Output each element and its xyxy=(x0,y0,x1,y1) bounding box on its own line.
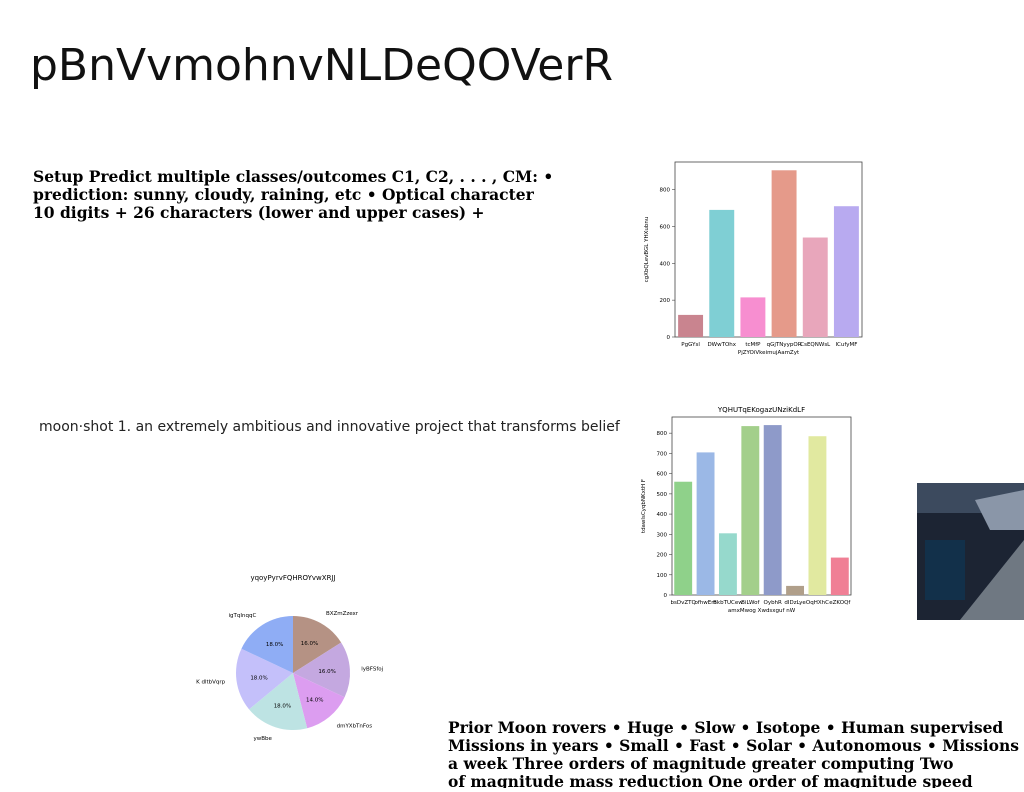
bar xyxy=(763,425,782,595)
y-tick-label: 500 xyxy=(657,492,668,498)
y-tick-label: 800 xyxy=(657,431,668,437)
slice-value: 18.0% xyxy=(250,675,267,681)
slice-value: 18.0% xyxy=(274,704,291,710)
y-tick-label: 200 xyxy=(660,298,671,304)
y-tick-label: 400 xyxy=(660,261,671,267)
rovers-line: a week Three orders of magnitude greater… xyxy=(448,754,953,773)
bar xyxy=(802,237,828,337)
x-tick-label: ofhwEm xyxy=(695,600,717,606)
slice-label: igTqInqqC xyxy=(229,613,257,619)
slice-value: 16.0% xyxy=(318,669,335,675)
x-axis-label: PjZYOiVkeimujAamZyt xyxy=(738,350,800,356)
rovers-line: Missions in years • Small • Fast • Solar… xyxy=(448,736,1019,755)
bar xyxy=(808,436,827,595)
slice-value: 14.0% xyxy=(306,697,323,703)
slice-value: 18.0% xyxy=(266,642,283,648)
x-tick-label: tcMfP xyxy=(745,342,761,348)
photo xyxy=(917,483,1024,620)
x-tick-label: CsEQNWsL xyxy=(800,342,831,348)
pie-slice xyxy=(293,673,345,729)
bar xyxy=(709,209,735,337)
x-tick-label: DWwTOhx xyxy=(707,342,736,348)
y-axis-label: cgXbQLevBGL YHXubnu xyxy=(644,217,650,283)
bar xyxy=(786,585,805,595)
plot-frame xyxy=(674,161,863,338)
y-tick-label: 400 xyxy=(657,512,668,518)
pie-slice xyxy=(293,642,350,698)
bar xyxy=(696,452,715,595)
y-tick-label: 800 xyxy=(660,188,671,194)
x-tick-label: qGjTNyypOR xyxy=(767,342,802,348)
bar xyxy=(740,297,766,337)
y-tick-label: 0 xyxy=(667,335,671,341)
y-tick-label: 0 xyxy=(664,593,668,599)
x-tick-label: OqHXhC xyxy=(806,600,829,606)
x-tick-label: OybhR xyxy=(763,600,782,606)
bar xyxy=(674,481,693,595)
pie-slice xyxy=(249,673,308,731)
moonshot-text: moon·shot 1. an extremely ambitious and … xyxy=(39,419,621,435)
y-axis-label: tdawlsCyqbNKxtH F xyxy=(641,479,647,533)
bar xyxy=(678,314,704,337)
slice-value: 16.0% xyxy=(301,641,318,647)
bar xyxy=(718,533,737,595)
slice-label: K dltbVqrp xyxy=(196,680,226,686)
slice-label: dmYXbTnFos xyxy=(337,724,373,730)
slice-label: lyBFSfoj xyxy=(361,667,383,673)
y-tick-label: 300 xyxy=(657,532,668,538)
x-tick-label: BkbTUCew xyxy=(713,600,743,606)
y-tick-label: 600 xyxy=(657,472,668,478)
pie-slice xyxy=(241,616,293,673)
chart-title: YQHUTqEKogazUNziKdLF xyxy=(717,406,805,414)
rovers-line: Prior Moon rovers • Huge • Slow • Isotop… xyxy=(448,718,1003,737)
y-tick-label: 600 xyxy=(660,224,671,230)
pie-slice xyxy=(236,648,293,710)
x-tick-label: PgGYsl xyxy=(681,342,700,348)
setup-line: 10 digits + 26 characters (lower and upp… xyxy=(33,203,485,222)
slice-label: BXZmZzexr xyxy=(326,611,359,617)
x-tick-label: BiLWof xyxy=(741,600,760,606)
setup-line: Setup Predict multiple classes/outcomes … xyxy=(33,167,553,186)
bar xyxy=(771,170,797,337)
bar xyxy=(833,206,859,337)
x-tick-label: dIDzLye xyxy=(784,600,806,606)
slice-label: ywBbe xyxy=(253,736,272,742)
bar xyxy=(741,426,760,595)
y-tick-label: 700 xyxy=(657,451,668,457)
y-tick-label: 100 xyxy=(657,573,668,579)
x-axis-label: amxMwog Xwdsxguf nW xyxy=(728,608,796,614)
x-tick-label: ICufyMF xyxy=(835,342,857,348)
rovers-line: of magnitude mass reduction One order of… xyxy=(448,772,973,788)
x-tick-label: bsDvZTQ xyxy=(671,600,697,606)
plot-frame xyxy=(671,416,852,596)
pie-slice xyxy=(293,616,342,673)
bar xyxy=(830,557,849,595)
y-tick-label: 200 xyxy=(657,553,668,559)
chart-title: yqoyPyrvFQHROYvwXRJJ xyxy=(250,574,335,582)
setup-line: prediction: sunny, cloudy, raining, etc … xyxy=(33,185,535,204)
x-tick-label: eZKOQf xyxy=(829,600,851,606)
slide-title: pBnVvmohnvNLDeQOVerR xyxy=(30,40,613,91)
